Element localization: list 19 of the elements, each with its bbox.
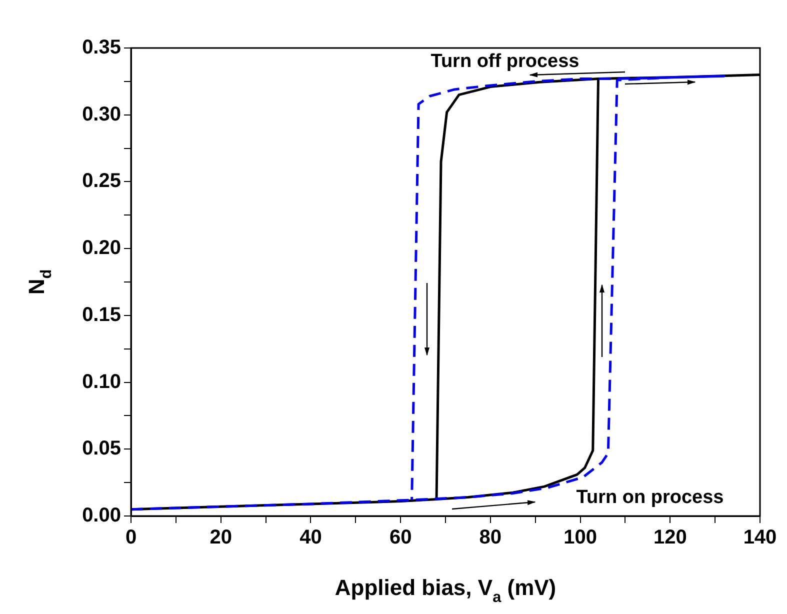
- y-tick-label: 0.25: [82, 170, 121, 192]
- x-tick-label: 20: [210, 526, 232, 549]
- y-tick-label: 0.35: [82, 36, 121, 59]
- y-tick-label: 0.20: [82, 237, 121, 260]
- x-tick-label: 80: [479, 526, 502, 549]
- x-tick-label: 100: [564, 526, 597, 549]
- annotation: Turn off process: [430, 51, 580, 72]
- y-tick-label: 0.05: [82, 438, 121, 460]
- y-tick-label: 0.00: [82, 504, 121, 527]
- x-tick-label: 120: [653, 526, 687, 549]
- y-tick-label: 0.10: [82, 370, 121, 393]
- annotation: Turn on process: [576, 487, 724, 508]
- y-tick-label: 0.15: [82, 304, 121, 326]
- x-tick-label: 60: [389, 526, 412, 549]
- y-axis-title: Nd: [24, 269, 56, 295]
- x-tick-label: 140: [743, 526, 777, 549]
- x-tick-label: 0: [125, 526, 137, 549]
- y-tick-label: 0.30: [82, 103, 121, 126]
- x-tick-label: 40: [300, 526, 322, 549]
